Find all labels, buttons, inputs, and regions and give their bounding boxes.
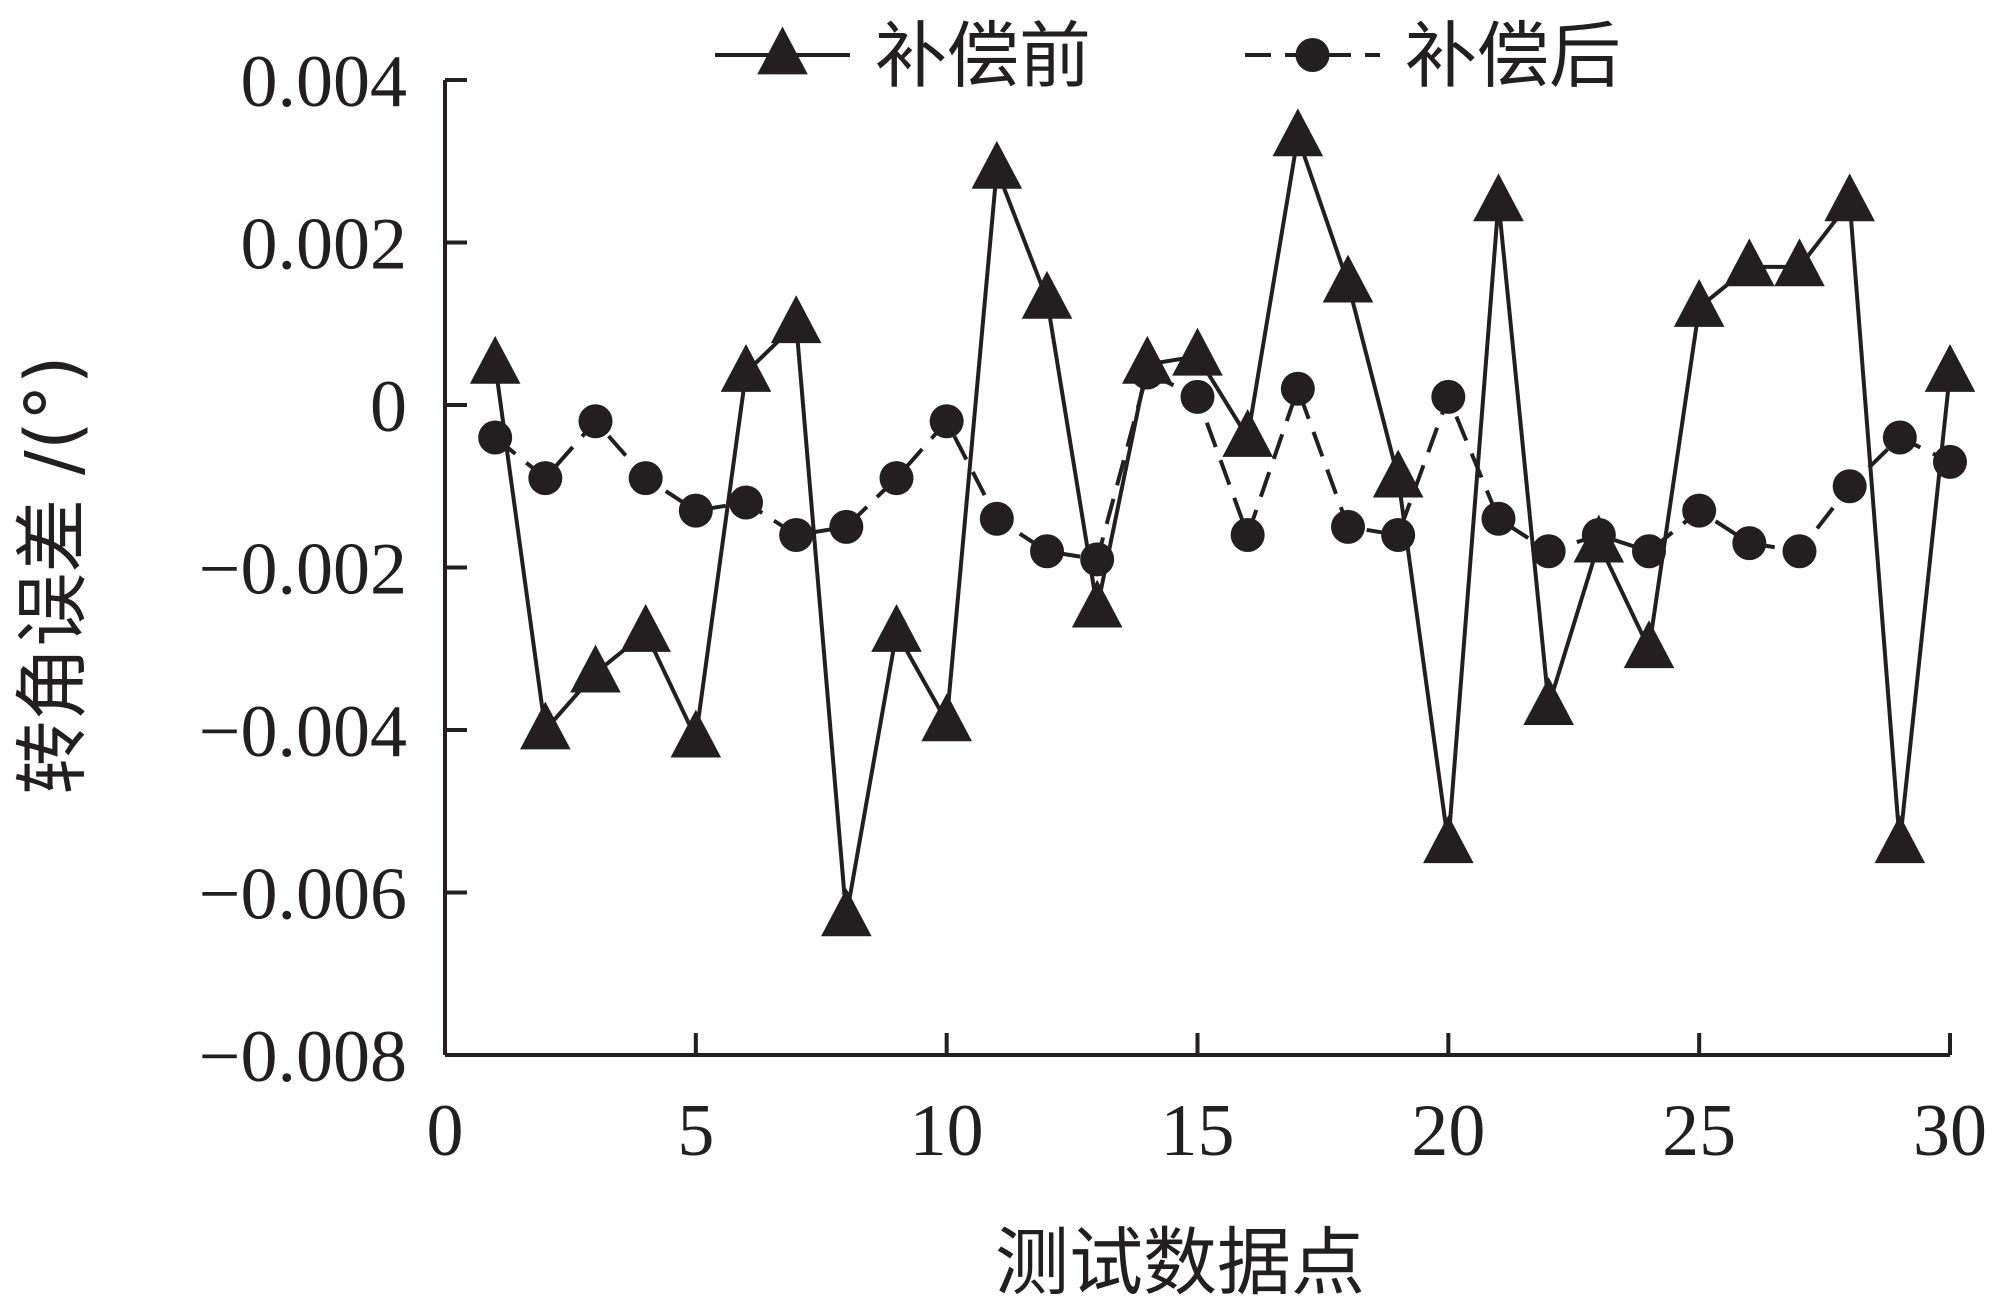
series-2-point <box>1080 542 1115 577</box>
series-2-point <box>1832 469 1867 504</box>
series-2-point <box>1331 509 1365 544</box>
series-1-point <box>1071 579 1123 628</box>
series-1-point <box>1322 254 1374 303</box>
y-tick-label: 0 <box>370 366 407 448</box>
series-1-point <box>1774 238 1825 287</box>
series-1-point <box>469 335 521 384</box>
series-2-point <box>1882 420 1917 455</box>
series-1-point <box>770 295 822 344</box>
series-1-point <box>921 693 972 742</box>
x-tick-label: 5 <box>677 1090 714 1172</box>
series-1-point <box>1874 815 1926 864</box>
series-2-point <box>478 420 513 455</box>
series-1-point <box>1724 238 1775 287</box>
series-1-point <box>1021 270 1073 319</box>
series-2-point <box>1030 534 1064 569</box>
series-1-point <box>1824 173 1875 222</box>
series-2-point <box>1180 379 1215 414</box>
series-1-point <box>670 709 722 758</box>
y-tick-label: −0.008 <box>199 1016 407 1098</box>
series-1-point <box>570 644 621 693</box>
y-tick-label: 0.004 <box>241 41 408 123</box>
x-ticks: 0 5 10 15 20 25 30 <box>427 1033 1987 1172</box>
x-axis-title: 测试数据点 <box>995 1220 1365 1302</box>
series-1-point <box>1924 343 1976 392</box>
series-1-point <box>971 140 1023 189</box>
series-2-point <box>1531 534 1566 569</box>
series-2-point <box>678 493 713 528</box>
axes <box>443 80 1950 1057</box>
y-axis-title: 转角误差 /(°) <box>10 355 96 794</box>
legend-label-1: 补偿前 <box>875 14 1091 98</box>
series-2-point <box>1632 534 1666 569</box>
y-ticks: 0.004 0.002 0 −0.002 −0.004 −0.006 −0.008 <box>199 41 467 1098</box>
series-2-point <box>1481 501 1516 536</box>
series-2-point <box>1431 379 1466 414</box>
legend-label-2: 补偿后 <box>1405 14 1621 98</box>
x-tick-label: 20 <box>1411 1090 1485 1172</box>
series-lines <box>493 136 1952 918</box>
series-1-point <box>1673 278 1725 327</box>
legend-marker-circle <box>1295 38 1330 72</box>
x-tick-label: 30 <box>1913 1090 1987 1172</box>
series-1-point <box>620 603 671 652</box>
series-1-point <box>720 343 772 392</box>
y-tick-label: −0.004 <box>199 691 407 773</box>
series-2-point <box>1933 444 1967 479</box>
series-markers <box>469 108 1976 937</box>
series-1-point <box>1473 173 1524 222</box>
series-line-2 <box>493 369 1951 562</box>
y-tick-label: −0.002 <box>199 529 407 611</box>
y-tick-label: −0.006 <box>199 854 407 936</box>
series-2-point <box>829 509 864 544</box>
series-2-point <box>929 404 964 439</box>
x-tick-label: 0 <box>427 1090 464 1172</box>
series-1-point <box>1372 449 1424 498</box>
series-1-point <box>1222 408 1273 457</box>
series-2-point <box>1130 355 1165 390</box>
x-tick-label: 15 <box>1161 1090 1235 1172</box>
series-1-point <box>520 701 571 750</box>
series-1-point <box>1423 815 1474 864</box>
series-2-point <box>979 501 1014 536</box>
series-2-point <box>1381 518 1416 552</box>
series-1-point <box>871 603 922 652</box>
series-1-point <box>821 888 872 937</box>
series-2-point <box>1581 518 1616 552</box>
series-1-point <box>1623 620 1675 669</box>
series-2-point <box>628 461 663 496</box>
series-2-point <box>1782 534 1817 569</box>
series-1-point <box>1172 327 1223 376</box>
x-tick-label: 10 <box>910 1090 984 1172</box>
legend: 补偿前 补偿后 <box>715 14 1621 98</box>
series-1-point <box>1523 677 1574 725</box>
series-2-point <box>1682 493 1717 528</box>
series-1-point <box>1272 108 1324 157</box>
series-2-point <box>879 461 914 496</box>
x-tick-label: 25 <box>1662 1090 1736 1172</box>
series-2-point <box>1732 526 1767 561</box>
legend-marker-triangle <box>757 26 808 75</box>
series-2-point <box>1230 518 1265 552</box>
series-line-1 <box>493 136 1952 918</box>
series-2-point <box>729 485 763 520</box>
series-2-point <box>1280 371 1315 406</box>
series-2-point <box>779 518 814 552</box>
series-2-point <box>528 461 563 496</box>
series-2-point <box>578 404 613 439</box>
y-tick-label: 0.002 <box>241 204 408 286</box>
